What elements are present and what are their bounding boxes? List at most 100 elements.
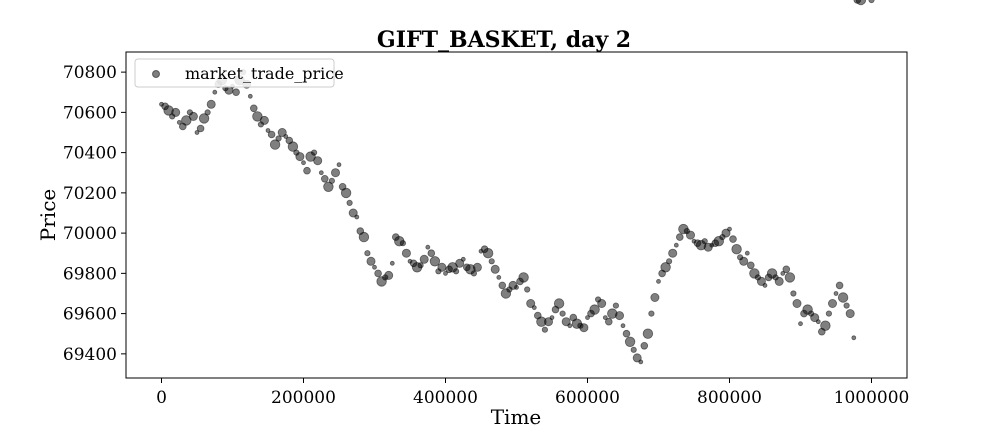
data-point: [460, 256, 466, 262]
data-point: [622, 329, 631, 338]
x-tick-label: 1000000: [834, 388, 910, 408]
data-point: [470, 270, 477, 277]
x-axis-label: Time: [491, 405, 542, 429]
data-point: [668, 248, 678, 258]
data-point: [313, 156, 323, 166]
data-point: [171, 107, 181, 117]
x-tick-label: 0: [156, 388, 167, 408]
data-point: [372, 264, 377, 270]
data-point: [835, 281, 844, 290]
data-point: [429, 256, 441, 267]
x-tick-label: 600000: [555, 388, 620, 408]
data-point: [632, 353, 642, 363]
data-point: [855, 0, 867, 6]
y-axis: 69400 69600 69800 70000 70200 70400 70600 70800: [63, 63, 126, 365]
data-point: [544, 317, 554, 327]
data-point: [792, 298, 802, 308]
data-point: [287, 141, 299, 152]
data-point: [762, 282, 768, 288]
data-point: [701, 238, 708, 245]
data-point: [198, 113, 210, 124]
data-point: [358, 231, 370, 243]
data-point: [399, 240, 406, 247]
data-point: [259, 115, 269, 125]
data-point: [301, 160, 306, 166]
data-point: [665, 258, 673, 265]
data-point: [615, 311, 625, 321]
data-point: [204, 109, 211, 116]
data-point: [620, 323, 626, 329]
data-point: [330, 168, 340, 178]
data-point: [721, 228, 731, 238]
data-point: [295, 152, 305, 162]
data-point: [437, 262, 447, 272]
data-point: [549, 315, 555, 321]
data-point: [318, 170, 324, 176]
data-point: [630, 346, 637, 353]
data-point: [364, 250, 371, 257]
legend-box: [134, 58, 335, 88]
data-point: [518, 272, 529, 283]
data-point: [589, 304, 600, 315]
data-point: [269, 139, 281, 150]
data-point: [656, 278, 661, 284]
data-point: [640, 341, 649, 350]
y-tick-label: 69400: [63, 345, 117, 365]
data-point: [604, 317, 613, 326]
data-point: [194, 130, 200, 135]
data-point: [283, 134, 289, 139]
data-point: [181, 115, 192, 126]
data-point: [401, 248, 411, 258]
data-point: [472, 262, 482, 272]
data-point: [346, 199, 353, 206]
data-point: [782, 265, 791, 274]
data-point: [642, 328, 654, 339]
data-point: [252, 111, 263, 122]
data-point: [820, 320, 831, 331]
data-point: [196, 124, 205, 133]
data-point: [739, 256, 749, 266]
data-point: [488, 258, 495, 265]
y-tick-label: 70600: [63, 103, 117, 123]
data-point: [482, 247, 494, 259]
data-point: [815, 319, 821, 325]
data-point: [452, 268, 460, 275]
data-point: [348, 208, 358, 218]
data-point: [686, 230, 696, 240]
data-point: [585, 315, 590, 321]
data-point: [206, 99, 216, 109]
data-point: [212, 89, 218, 95]
data-point: [746, 261, 755, 270]
data-point: [514, 284, 519, 290]
data-point: [833, 291, 839, 296]
data-point: [798, 321, 803, 327]
y-tick-label: 70400: [63, 144, 117, 164]
data-point: [188, 111, 198, 121]
data-point: [825, 310, 833, 317]
data-point: [531, 305, 537, 311]
data-point: [638, 359, 644, 365]
data-point: [354, 214, 360, 220]
data-point: [784, 272, 796, 283]
data-point: [247, 93, 253, 99]
data-point: [267, 130, 276, 139]
data-point: [277, 127, 287, 137]
data-point: [265, 128, 271, 133]
data-point: [731, 243, 742, 255]
data-point: [320, 175, 329, 183]
data-point: [567, 323, 573, 329]
y-tick-label: 70800: [63, 63, 117, 83]
legend-marker: [152, 70, 160, 78]
data-point: [675, 233, 684, 241]
data-point: [541, 326, 549, 333]
data-point: [650, 292, 660, 302]
data-point: [612, 302, 620, 309]
data-point: [419, 254, 429, 264]
data-point: [673, 242, 679, 248]
x-tick-label: 400000: [413, 388, 478, 408]
y-tick-label: 69800: [63, 264, 117, 284]
data-point: [496, 274, 502, 280]
data-point: [490, 264, 500, 274]
y-axis-label: Price: [36, 189, 60, 241]
